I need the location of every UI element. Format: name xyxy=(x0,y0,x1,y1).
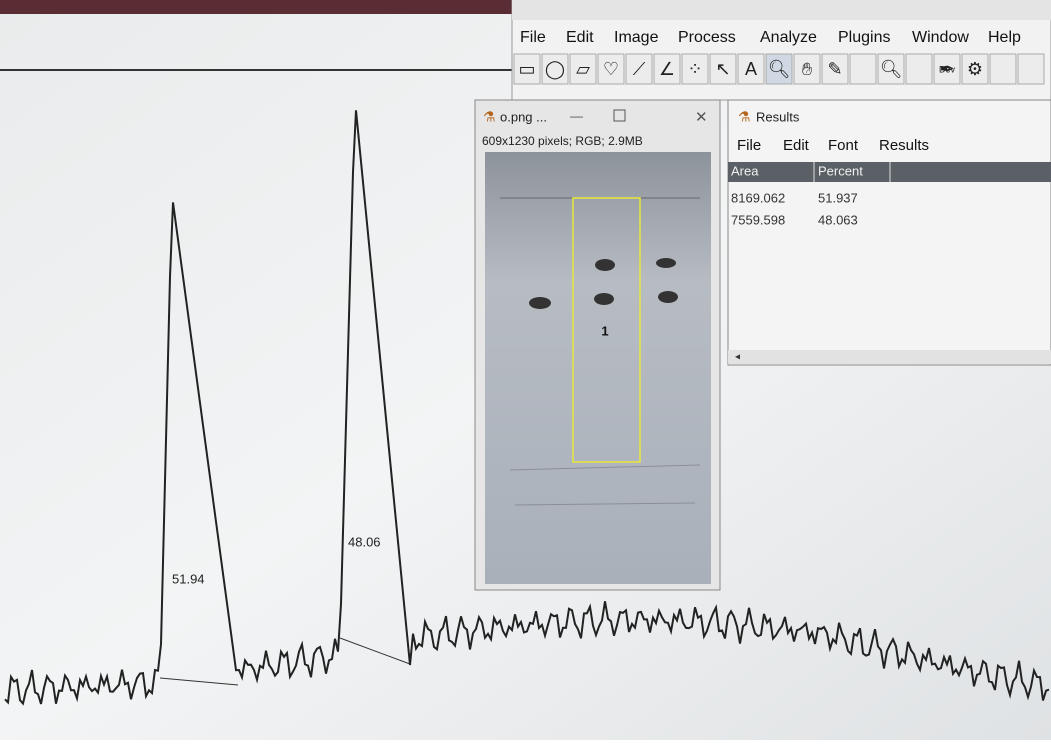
results-window xyxy=(727,99,1051,366)
menu-item[interactable]: Analyze xyxy=(760,29,817,46)
tool-button[interactable] xyxy=(513,53,541,85)
toolbar: ▭ ◯ ▱ ♡ ⟋ ∠ ⁘ ↖ A 🔍︎ ✋︎ ✎ 🔍︎ ✒ ⚙ Dev xyxy=(513,53,1045,85)
tool-button[interactable] xyxy=(709,53,737,85)
menu-item[interactable]: Font xyxy=(828,137,859,154)
menu-item[interactable]: Window xyxy=(912,29,969,46)
peak-baseline xyxy=(339,637,411,665)
tool-icon: ◯ xyxy=(545,59,565,80)
tool-icon: ✒ xyxy=(939,59,954,79)
tool-icon: ⁘ xyxy=(687,59,702,79)
image-info: 609x1230 pixels; RGB; 2.9MB xyxy=(482,134,643,148)
tool-button[interactable] xyxy=(933,53,961,85)
menu-item[interactable]: Image xyxy=(614,29,659,46)
roi-label: 1 xyxy=(601,323,608,338)
top-frame xyxy=(0,0,512,14)
tool-button[interactable] xyxy=(765,53,793,85)
column-header: Area xyxy=(731,163,759,178)
tool-icon: 🔍︎ xyxy=(768,59,791,79)
tool-icon: 🔍︎ xyxy=(880,59,903,79)
tool-button[interactable] xyxy=(541,53,569,85)
results-menu: File Edit Font Results xyxy=(737,137,929,154)
menu-item[interactable]: Help xyxy=(988,29,1021,46)
tool-label: Dev xyxy=(939,64,956,74)
tool-button[interactable] xyxy=(1017,53,1045,85)
table-cell: 7559.598 xyxy=(731,212,785,227)
profile-plot: 51.94 48.06 xyxy=(4,110,1050,706)
table-cell: 51.937 xyxy=(818,190,858,205)
peak-label: 48.06 xyxy=(348,534,381,549)
menu-item[interactable]: Edit xyxy=(783,137,810,154)
tool-button[interactable] xyxy=(905,53,933,85)
tool-button[interactable] xyxy=(793,53,821,85)
gel-line xyxy=(509,464,701,471)
gel-spot xyxy=(656,258,676,268)
tool-button[interactable] xyxy=(821,53,849,85)
window-icon: ⚗ xyxy=(483,109,496,125)
tool-button[interactable] xyxy=(653,53,681,85)
menu-item[interactable]: File xyxy=(520,29,546,46)
peak-baseline xyxy=(159,677,239,686)
tool-button[interactable] xyxy=(597,53,625,85)
menu-item[interactable]: Edit xyxy=(566,29,594,46)
results-table: Area Percent 8169.062 51.937 7559.598 48.063 xyxy=(731,162,891,227)
profile-line xyxy=(4,110,1050,706)
tool-icon: ▭ xyxy=(518,59,535,79)
maximize-button[interactable] xyxy=(613,109,626,122)
peak-label: 51.94 xyxy=(172,571,205,586)
tool-icon: ∠ xyxy=(659,59,675,79)
tool-button[interactable] xyxy=(849,53,877,85)
tool-icon: ⟋ xyxy=(633,59,646,79)
tool-button[interactable] xyxy=(737,53,765,85)
tool-icon: A xyxy=(745,59,757,79)
menu-bar: File Edit Image Process Analyze Plugins Window… xyxy=(520,29,1021,46)
tool-button[interactable] xyxy=(569,53,597,85)
window-title: o.png ... xyxy=(500,109,547,124)
window-title: Results xyxy=(756,109,800,124)
close-button[interactable]: ✕ xyxy=(695,109,708,126)
scroll-arrow[interactable]: ◂ xyxy=(735,352,740,363)
menu-item[interactable]: Process xyxy=(678,29,736,46)
gel-image xyxy=(485,152,711,584)
tool-icon: ✎ xyxy=(827,59,842,79)
gel-spot xyxy=(594,293,614,305)
window-icon: ⚗ xyxy=(738,109,751,125)
menu-item[interactable]: Plugins xyxy=(838,29,890,46)
tool-icon: ↖ xyxy=(715,59,730,79)
table-cell: 8169.062 xyxy=(731,190,785,205)
menu-item[interactable]: Results xyxy=(879,137,929,154)
tool-icon: ▱ xyxy=(576,59,590,79)
tool-icon: ✋︎ xyxy=(802,59,812,79)
minimize-button[interactable]: — xyxy=(570,108,583,123)
menu-item[interactable]: File xyxy=(737,137,761,154)
gel-spot xyxy=(529,297,551,309)
scrollbar[interactable] xyxy=(728,350,1051,364)
gel-line xyxy=(514,502,696,506)
column-header: Percent xyxy=(818,163,863,178)
imagej-titlebar xyxy=(512,0,1051,20)
roi-rectangle[interactable] xyxy=(572,197,641,463)
gel-spot xyxy=(658,291,678,303)
table-cell: 48.063 xyxy=(818,212,858,227)
gel-spot xyxy=(595,259,615,271)
tool-button[interactable] xyxy=(989,53,1017,85)
tool-icon: ⚙ xyxy=(967,59,983,79)
tool-button[interactable] xyxy=(877,53,905,85)
tool-icon: ♡ xyxy=(603,59,619,79)
tool-button[interactable] xyxy=(625,53,653,85)
tool-button[interactable] xyxy=(681,53,709,85)
tool-button[interactable] xyxy=(961,53,989,85)
